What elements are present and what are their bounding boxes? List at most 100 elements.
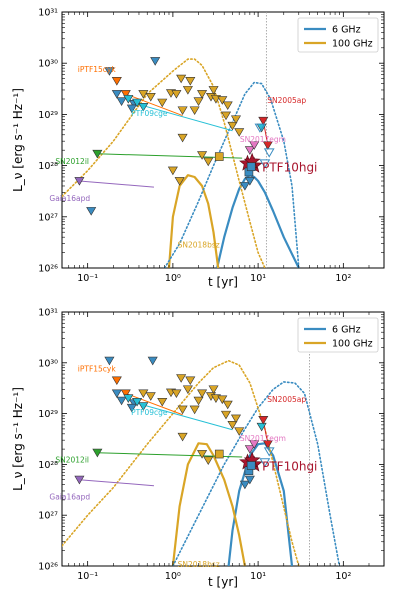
upper-limit-marker — [138, 402, 149, 411]
object-label-iptf15cyk: iPTF15cyk — [78, 364, 117, 373]
x-tick-label: 10² — [335, 571, 351, 582]
upper-limit-marker — [92, 149, 103, 159]
upper-limit-marker — [171, 90, 182, 99]
upper-limit-marker — [258, 416, 269, 425]
y-tick-label: 10³⁰ — [38, 358, 58, 369]
upper-limit-marker — [220, 410, 232, 420]
upper-limit-marker — [254, 123, 266, 133]
object-line-iptf15cyk — [125, 392, 183, 416]
object-line-ptf09cge — [136, 103, 233, 132]
x-axis-label: t [yr] — [208, 575, 238, 589]
object-label-gaia16apd: Gaia16apd — [49, 493, 90, 502]
legend-label: 6 GHz — [332, 25, 361, 36]
upper-limit-marker — [111, 376, 122, 386]
upper-limit-marker — [193, 396, 204, 406]
upper-limit-marker — [230, 115, 242, 125]
y-tick-label: 10²⁸ — [38, 161, 58, 172]
legend-label: 100 GHz — [332, 39, 373, 50]
upper-limit-marker — [132, 98, 143, 108]
upper-limit-marker — [197, 389, 208, 399]
upper-limit-marker — [189, 405, 200, 415]
upper-limit-marker — [138, 90, 149, 99]
upper-limit-marker — [111, 389, 122, 399]
object-label-iptf15cyk: iPTF15cyk — [78, 65, 117, 74]
upper-limit-marker — [208, 385, 219, 395]
upper-limit-marker — [262, 141, 273, 150]
upper-limit-marker — [263, 148, 275, 158]
upper-limit-marker — [111, 77, 122, 86]
upper-limit-marker — [111, 90, 122, 99]
upper-limit-marker — [244, 146, 255, 155]
upper-limit-marker — [132, 397, 143, 407]
upper-limit-marker — [120, 90, 131, 99]
upper-limit-marker — [174, 177, 185, 186]
curve-6-ghz-dotted — [163, 81, 300, 268]
upper-limit-marker — [116, 97, 127, 106]
upper-limit-marker — [150, 57, 161, 66]
y-tick-label: 10²⁶ — [38, 562, 58, 573]
upper-limit-marker — [145, 92, 156, 102]
plot-area — [62, 312, 341, 566]
y-tick-label: 10³⁰ — [38, 59, 58, 70]
upper-limit-marker — [182, 86, 193, 95]
upper-limit-marker — [230, 414, 242, 424]
upper-limit-marker — [74, 177, 85, 186]
upper-limit-marker — [116, 396, 127, 406]
y-axis-label: L_ν [erg s⁻¹ Hz⁻¹] — [11, 387, 25, 491]
upper-limit-marker — [177, 405, 188, 415]
y-tick-label: 10²⁹ — [38, 110, 58, 121]
upper-limit-marker — [92, 448, 103, 458]
y-tick-label: 10²⁹ — [38, 409, 58, 420]
upper-limit-marker — [138, 103, 149, 112]
object-label-sn2012il: SN2012il — [55, 456, 89, 465]
upper-limit-marker — [197, 151, 208, 160]
upper-limit-marker — [197, 450, 208, 459]
upper-limit-marker — [177, 106, 188, 115]
upper-limit-marker — [123, 394, 134, 403]
upper-limit-marker — [120, 389, 131, 399]
y-tick-label: 10²⁷ — [38, 511, 58, 522]
upper-limit-marker — [104, 67, 115, 76]
upper-limit-marker — [227, 420, 238, 430]
x-tick-label: 10⁰ — [165, 273, 181, 284]
y-axis-label: L_ν [erg s⁻¹ Hz⁻¹] — [11, 88, 25, 192]
upper-limit-marker — [145, 392, 156, 401]
x-tick-label: 10⁻¹ — [77, 273, 98, 284]
upper-limit-marker — [74, 475, 85, 485]
object-line-iptf15cyk — [125, 93, 183, 117]
plot-frame — [61, 311, 385, 567]
legend: 6 GHz 100 GHz — [297, 317, 379, 353]
curve-6-ghz-solid — [216, 174, 300, 268]
y-tick-label: 10³¹ — [38, 308, 58, 319]
panel-top: iPTF15cyk PTF09cge SN2005ap SN2017egm SN2012… — [11, 8, 385, 289]
y-tick-label: 10²⁶ — [38, 264, 58, 275]
object-label-sn2017egm: SN2017egm — [240, 135, 286, 144]
upper-limit-marker — [208, 86, 219, 95]
detection-square — [214, 152, 224, 161]
upper-limit-marker — [167, 166, 178, 176]
object-label-sn2018bsz: SN2018bsz — [178, 241, 220, 250]
object-label-sn2005ap: SN2005ap — [267, 395, 306, 404]
upper-limit-marker — [249, 141, 260, 150]
object-label-ptf09cge: PTF09cge — [131, 408, 168, 417]
x-tick-label: 10⁰ — [165, 571, 181, 582]
detection-square — [246, 461, 256, 470]
upper-limit-marker — [182, 385, 193, 395]
x-tick-label: 10¹ — [250, 273, 266, 284]
upper-limit-marker — [249, 440, 260, 449]
detection-square — [246, 162, 256, 172]
upper-limit-marker — [197, 90, 208, 99]
upper-limit-marker — [234, 128, 245, 137]
upper-limit-marker — [177, 133, 188, 143]
upper-limit-marker — [126, 104, 137, 114]
y-tick-label: 10³¹ — [38, 8, 58, 19]
legend-label: 100 GHz — [332, 339, 373, 350]
upper-limit-marker — [244, 475, 255, 485]
upper-limit-marker — [126, 403, 137, 413]
upper-limit-marker — [123, 95, 134, 104]
upper-limit-marker — [189, 106, 200, 115]
object-line-gaia16apd — [79, 180, 155, 188]
x-tick-label: 10⁻¹ — [77, 571, 98, 582]
upper-limit-marker — [258, 116, 269, 126]
upper-limit-marker — [239, 182, 250, 191]
